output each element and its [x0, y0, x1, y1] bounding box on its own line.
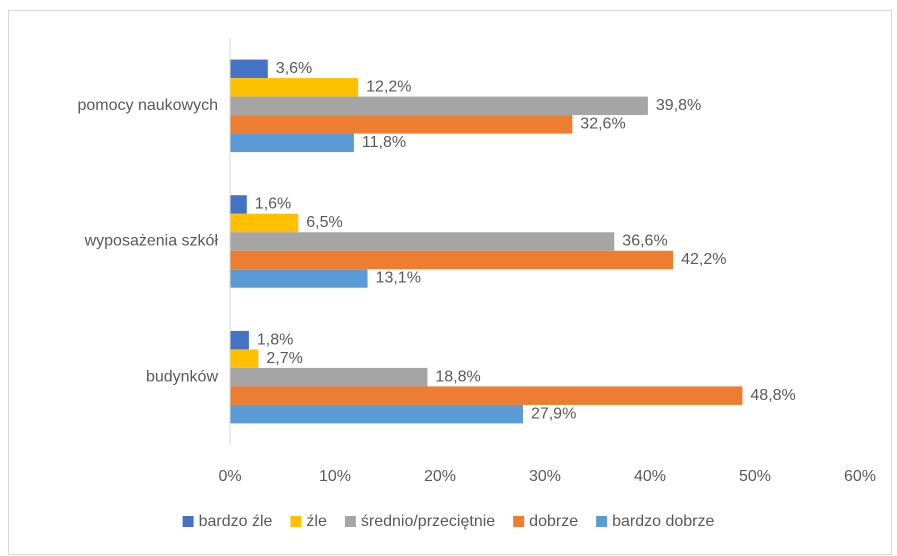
bar	[230, 195, 247, 214]
bar	[230, 96, 648, 116]
bar	[230, 115, 573, 134]
data-label: 3,6%	[276, 60, 312, 77]
x-tick-label: 20%	[424, 468, 456, 485]
data-label: 39,8%	[656, 97, 701, 114]
legend-label: bardzo dobrze	[612, 513, 714, 530]
legend-marker	[596, 516, 608, 527]
data-label: 6,5%	[306, 214, 342, 231]
bar	[230, 78, 359, 97]
data-label: 36,6%	[622, 233, 667, 250]
bar	[230, 367, 428, 387]
x-tick-label: 30%	[529, 468, 561, 485]
data-label: 32,6%	[580, 116, 625, 133]
y-tick-label: budynków	[146, 368, 218, 385]
bar	[230, 386, 743, 405]
legend-label: źle	[306, 513, 327, 530]
y-tick-label: wyposażenia szkół	[84, 233, 219, 250]
data-label: 1,8%	[257, 331, 293, 348]
x-tick-label: 60%	[844, 468, 876, 485]
bar	[230, 250, 674, 270]
legend-marker	[182, 516, 194, 527]
legend-marker	[290, 516, 302, 527]
bar	[230, 59, 268, 79]
legend-marker	[513, 516, 525, 527]
y-tick-label: pomocy naukowych	[77, 97, 218, 114]
data-label: 2,7%	[266, 350, 302, 367]
bar	[230, 232, 615, 251]
data-label: 18,8%	[435, 368, 480, 385]
x-tick-label: 10%	[319, 468, 351, 485]
legend-marker	[344, 516, 356, 527]
bar	[230, 404, 523, 424]
data-label: 42,2%	[681, 251, 726, 268]
data-label: 1,6%	[255, 196, 291, 213]
data-label: 13,1%	[376, 270, 421, 287]
x-tick-label: 40%	[634, 468, 666, 485]
bar	[230, 330, 249, 350]
data-label: 27,9%	[531, 405, 576, 422]
legend-label: dobrze	[529, 513, 578, 530]
bar	[230, 349, 259, 368]
legend-label: bardzo źle	[199, 513, 273, 530]
x-tick-label: 50%	[739, 468, 771, 485]
data-label: 48,8%	[750, 387, 795, 404]
bar	[230, 269, 368, 288]
legend-label: średnio/przeciętnie	[361, 513, 495, 530]
bar	[230, 213, 299, 233]
data-label: 12,2%	[366, 79, 411, 96]
data-label: 11,8%	[362, 134, 406, 151]
bar	[230, 133, 354, 153]
x-tick-label: 0%	[218, 468, 241, 485]
